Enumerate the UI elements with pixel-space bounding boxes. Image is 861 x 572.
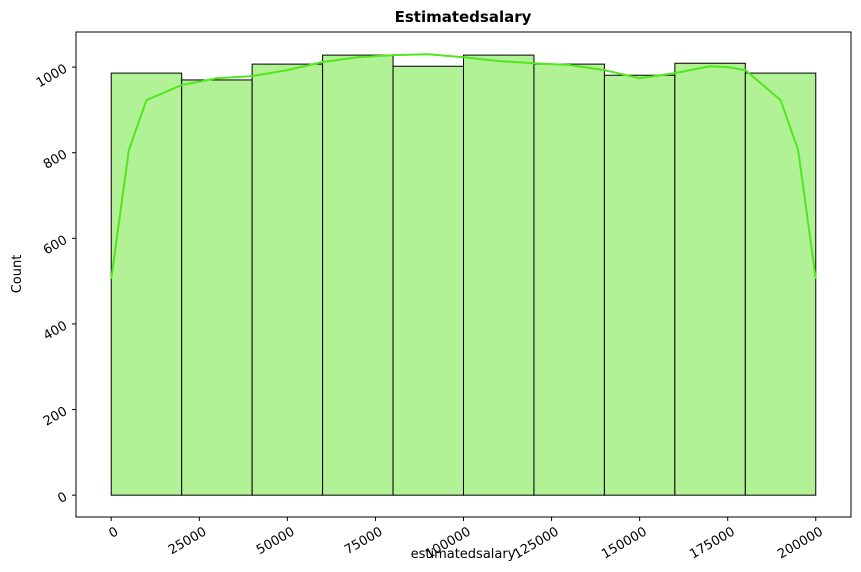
y-tick-label: 0 (55, 490, 70, 507)
x-tick-label: 50000 (254, 524, 297, 558)
x-tick-label: 125000 (511, 524, 561, 562)
bar (603, 74, 676, 496)
y-tick-label: 400 (41, 318, 70, 343)
bar (463, 54, 535, 496)
bar (251, 63, 324, 496)
chart-title: Estimatedsalary (395, 8, 532, 26)
x-tick-label: 25000 (166, 524, 209, 558)
y-axis-label: Count (10, 255, 25, 294)
bar (181, 79, 253, 496)
x-tick-label: 0 (107, 524, 122, 541)
bar (110, 72, 183, 496)
x-tick-label: 150000 (599, 524, 649, 562)
y-tick-label: 600 (41, 233, 70, 258)
bar (674, 62, 746, 496)
bar (744, 72, 817, 496)
y-tick-label: 1000 (34, 62, 70, 92)
x-axis-label: estimatedsalary (411, 547, 516, 562)
bar (533, 63, 605, 496)
x-tick-label: 75000 (342, 524, 385, 558)
bar (322, 54, 394, 496)
y-tick-label: 800 (41, 147, 70, 172)
x-tick-label: 200000 (775, 524, 825, 562)
bar (392, 65, 464, 496)
kde-line (110, 53, 817, 280)
x-tick-label: 175000 (687, 524, 737, 562)
y-tick-label: 200 (41, 404, 70, 429)
